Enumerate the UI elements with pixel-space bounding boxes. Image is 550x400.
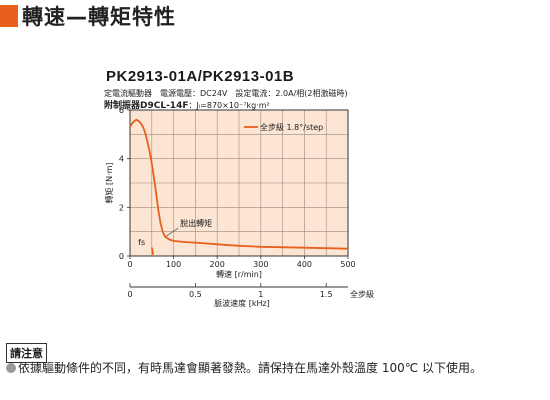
plot-layer: 0 2 4 6 0 100 200 300 400 500 轉速 [r/min] 轉矩 [N·m] 全步… — [104, 106, 356, 279]
x-tick-label: 200 — [210, 260, 225, 269]
x-tick-label: 100 — [166, 260, 181, 269]
spec-damper-line: 附制振器D9CL-14F：Jₗ=870×10⁻⁷kg·m² — [104, 98, 270, 111]
legend-label: 全步級 1.8°/step — [260, 122, 323, 132]
spec-damper-inertia: ：Jₗ=870×10⁻⁷kg·m² — [188, 101, 270, 110]
y-tick-label: 4 — [119, 155, 124, 164]
annotation-fs: fs — [138, 238, 145, 247]
secondary-tick-label: 0.5 — [189, 290, 202, 299]
x-tick-label: 300 — [253, 260, 268, 269]
secondary-axis-layer: 0 0.5 1 1.5 脈波速度 [kHz] 全步級 — [127, 283, 374, 308]
annotation-pullout-torque: 脫出轉矩 — [180, 218, 212, 228]
x-tick-label: 400 — [297, 260, 312, 269]
x-tick-label: 0 — [127, 260, 132, 269]
page-title-block: 轉速—轉矩特性 — [0, 2, 176, 30]
x-axis-label: 轉速 [r/min] — [216, 269, 262, 279]
notice-heading: 請注意 — [6, 343, 47, 363]
secondary-mode-label: 全步級 — [350, 289, 374, 299]
annotation-leader — [165, 227, 179, 237]
title-accent-square — [0, 5, 18, 27]
secondary-tick-label: 0 — [127, 290, 132, 299]
series-line — [129, 118, 349, 250]
notice-line: 依據驅動條件的不同，有時馬達會顯著發熱。請保持在馬達外殼溫度 100℃ 以下使用… — [6, 359, 546, 376]
y-tick-label: 6 — [119, 106, 124, 115]
fs-segment — [150, 247, 154, 255]
notice-text: 依據驅動條件的不同，有時馬達會顯著發熱。請保持在馬達外殼溫度 100℃ 以下使用… — [18, 361, 483, 375]
bullet-icon — [6, 362, 16, 373]
secondary-tick-label: 1.5 — [320, 290, 333, 299]
y-axis-label: 轉矩 [N·m] — [104, 162, 114, 203]
secondary-tick-label: 1 — [258, 290, 263, 299]
page-title: 轉速—轉矩特性 — [22, 5, 176, 29]
spec-driver-line: 定電流驅動器 電源電壓：DC24V 設定電流：2.0A/相(2相激磁時) — [104, 89, 348, 98]
secondary-axis-label: 脈波速度 [kHz] — [214, 298, 270, 308]
spec-damper-model: 附制振器D9CL-14F — [104, 101, 189, 111]
model-title: PK2913-01A/PK2913-01B — [106, 68, 295, 85]
y-tick-label: 0 — [119, 252, 124, 261]
x-tick-label: 500 — [340, 260, 355, 269]
plot-frame — [129, 109, 349, 257]
y-tick-label: 2 — [119, 203, 124, 212]
